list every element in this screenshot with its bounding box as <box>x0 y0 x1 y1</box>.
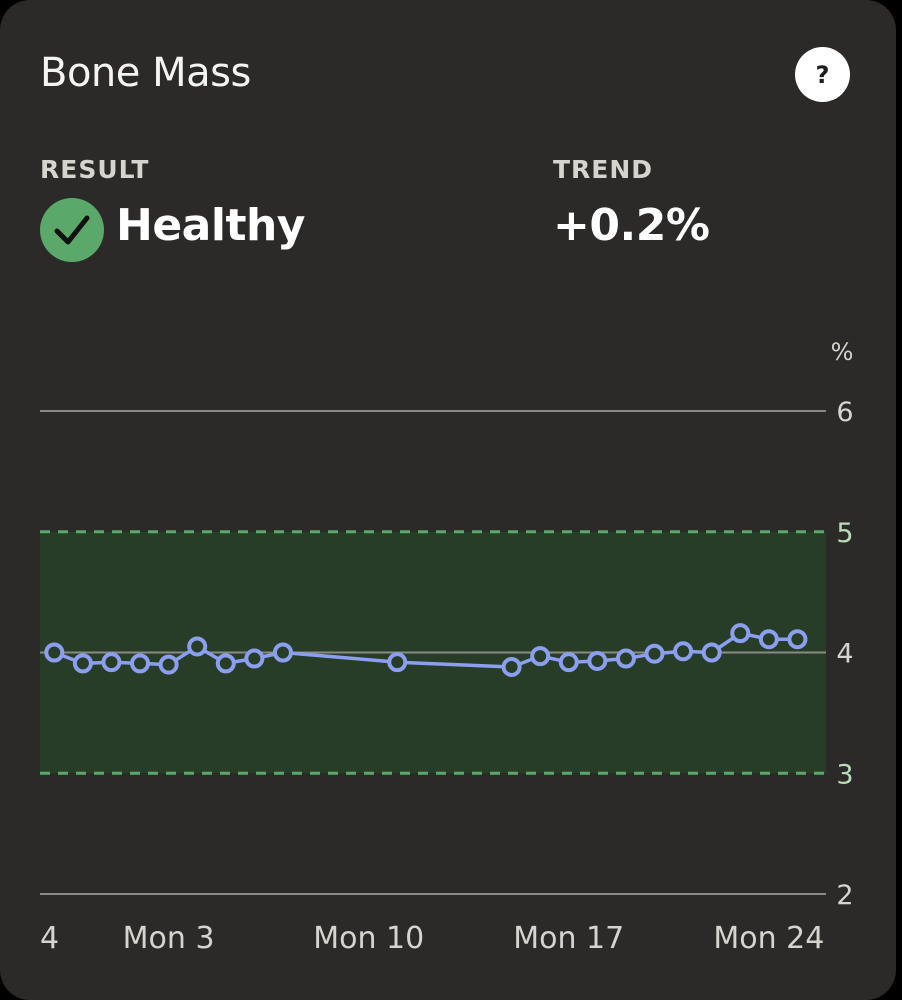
data-point-2 <box>72 653 93 674</box>
y-tick-label-3: 3 <box>836 759 853 790</box>
check-circle-icon <box>40 198 104 262</box>
x-tick-label: Mon 3 <box>123 921 215 956</box>
data-point-8 <box>244 648 265 669</box>
data-point-20 <box>758 629 779 650</box>
data-point-18 <box>701 642 722 663</box>
card-title: Bone Mass <box>40 50 251 96</box>
data-point-14 <box>587 650 608 671</box>
data-point-6 <box>187 636 208 657</box>
data-point-1 <box>44 642 65 663</box>
data-point-13 <box>558 652 579 673</box>
data-point-10 <box>387 652 408 673</box>
data-point-19 <box>730 623 751 644</box>
data-point-17 <box>673 641 694 662</box>
trend-value: +0.2% <box>553 200 710 251</box>
data-point-9 <box>272 642 293 663</box>
y-tick-label-2: 2 <box>836 880 853 911</box>
result-value: Healthy <box>116 200 305 251</box>
y-tick-label-4: 4 <box>836 639 853 670</box>
y-tick-label-5: 5 <box>836 518 853 549</box>
data-point-4 <box>130 653 151 674</box>
x-tick-label: Mon 10 <box>313 921 424 956</box>
x-tick-label: Mon 17 <box>513 921 624 956</box>
result-label: RESULT <box>40 155 150 184</box>
y-unit-label: % <box>831 338 854 366</box>
data-point-5 <box>158 654 179 675</box>
data-point-15 <box>615 648 636 669</box>
trend-label: TREND <box>553 155 654 184</box>
data-point-12 <box>530 646 551 667</box>
y-tick-label-6: 6 <box>836 397 853 428</box>
data-point-11 <box>501 656 522 677</box>
x-tick-label: Mon 24 <box>713 921 824 956</box>
x-tick-label: 4 <box>40 921 59 956</box>
data-point-3 <box>101 652 122 673</box>
data-point-16 <box>644 643 665 664</box>
help-button[interactable]: ? <box>795 47 850 102</box>
data-point-21 <box>787 629 808 650</box>
data-point-7 <box>215 653 236 674</box>
